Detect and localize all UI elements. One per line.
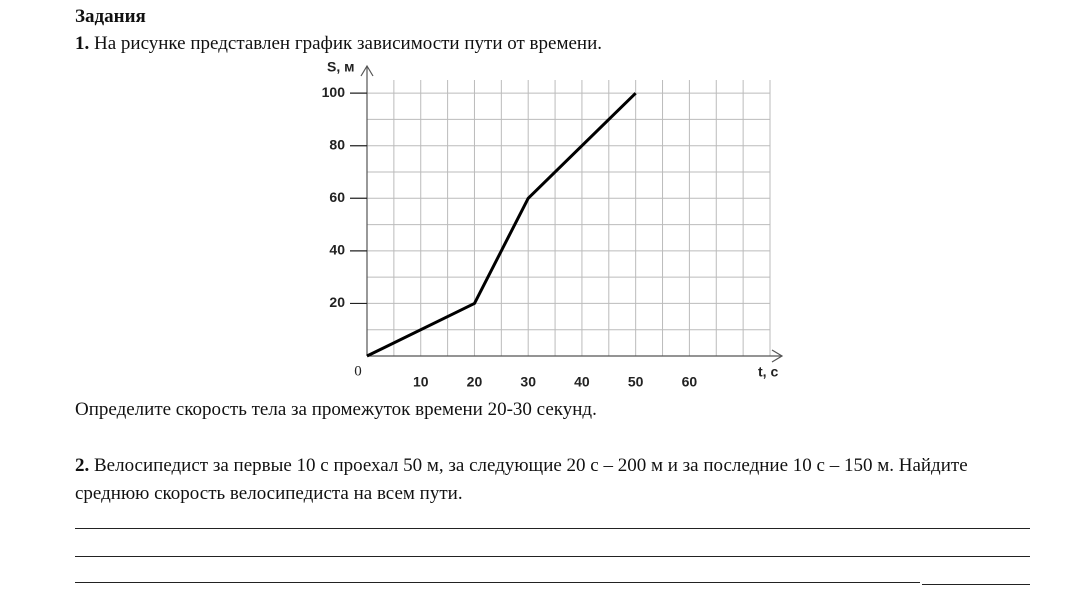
x-tick-label: 60 — [682, 374, 698, 390]
heading: Задания — [75, 6, 146, 27]
y-tick-label: 100 — [322, 84, 346, 100]
x-axis-label: t, с — [758, 364, 778, 380]
task-2: 2. Велосипедист за первые 10 с проехал 5… — [75, 452, 1040, 508]
x-tick-label: 50 — [628, 374, 644, 390]
x-tick-label: 20 — [467, 374, 483, 390]
x-tick-label: 40 — [574, 374, 590, 390]
answer-line — [75, 528, 1030, 529]
task-1: 1. На рисунке представлен график зависим… — [75, 30, 602, 58]
task-number: 2. — [75, 455, 90, 476]
y-tick-label: 60 — [329, 189, 345, 205]
data-line — [366, 92, 637, 358]
task-question: Определите скорость тела за промежуток в… — [75, 399, 597, 420]
x-axis-arrow — [771, 349, 784, 363]
y-tick-label: 20 — [329, 294, 345, 310]
y-axis-arrow — [360, 64, 374, 77]
y-tick-label: 40 — [329, 242, 345, 258]
x-tick-label: 0 — [354, 363, 362, 379]
x-tick-label: 30 — [520, 374, 536, 390]
task-text: На рисунке представлен график зависимост… — [94, 33, 602, 54]
answer-line — [75, 582, 920, 583]
y-axis-label: S, м — [327, 59, 354, 75]
answer-line — [75, 556, 1030, 557]
task-text: Велосипедист за первые 10 с проехал 50 м… — [75, 455, 968, 504]
x-tick-label: 10 — [413, 374, 429, 390]
y-tick-label: 80 — [329, 136, 345, 152]
task-number: 1. — [75, 33, 90, 54]
answer-line — [922, 584, 1030, 585]
